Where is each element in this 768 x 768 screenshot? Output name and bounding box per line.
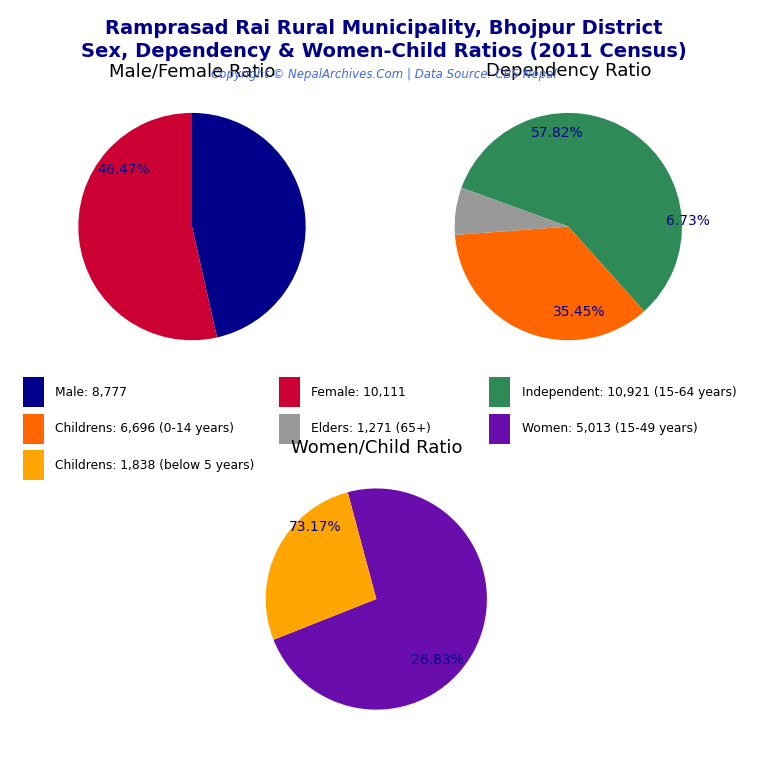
Bar: [489, 377, 511, 407]
Text: 53.53%: 53.53%: [223, 282, 275, 296]
Text: 35.45%: 35.45%: [554, 305, 606, 319]
Wedge shape: [455, 227, 644, 340]
Wedge shape: [455, 187, 568, 235]
Bar: [23, 414, 44, 444]
Text: 46.47%: 46.47%: [98, 163, 150, 177]
Text: 26.83%: 26.83%: [411, 653, 464, 667]
Bar: [279, 377, 300, 407]
Title: Male/Female Ratio: Male/Female Ratio: [109, 62, 275, 80]
Text: Male: 8,777: Male: 8,777: [55, 386, 127, 399]
Title: Dependency Ratio: Dependency Ratio: [485, 62, 651, 80]
Text: Elders: 1,271 (65+): Elders: 1,271 (65+): [311, 422, 431, 435]
Text: 73.17%: 73.17%: [290, 520, 342, 535]
Text: Female: 10,111: Female: 10,111: [311, 386, 406, 399]
Text: 57.82%: 57.82%: [531, 127, 583, 141]
Title: Women/Child Ratio: Women/Child Ratio: [290, 439, 462, 456]
Text: Childrens: 1,838 (below 5 years): Childrens: 1,838 (below 5 years): [55, 459, 254, 472]
Text: Sex, Dependency & Women-Child Ratios (2011 Census): Sex, Dependency & Women-Child Ratios (20…: [81, 42, 687, 61]
Bar: [489, 414, 511, 444]
Text: 6.73%: 6.73%: [666, 214, 710, 228]
Wedge shape: [266, 492, 376, 640]
Wedge shape: [462, 113, 682, 311]
Text: Independent: 10,921 (15-64 years): Independent: 10,921 (15-64 years): [521, 386, 737, 399]
Bar: [23, 377, 44, 407]
Wedge shape: [192, 113, 306, 337]
Text: Ramprasad Rai Rural Municipality, Bhojpur District: Ramprasad Rai Rural Municipality, Bhojpu…: [105, 19, 663, 38]
Bar: [279, 414, 300, 444]
Wedge shape: [78, 113, 217, 340]
Wedge shape: [273, 488, 487, 710]
Text: Childrens: 6,696 (0-14 years): Childrens: 6,696 (0-14 years): [55, 422, 234, 435]
Text: Copyright © NepalArchives.Com | Data Source: CBS Nepal: Copyright © NepalArchives.Com | Data Sou…: [211, 68, 557, 81]
Text: Women: 5,013 (15-49 years): Women: 5,013 (15-49 years): [521, 422, 697, 435]
Bar: [23, 450, 44, 481]
